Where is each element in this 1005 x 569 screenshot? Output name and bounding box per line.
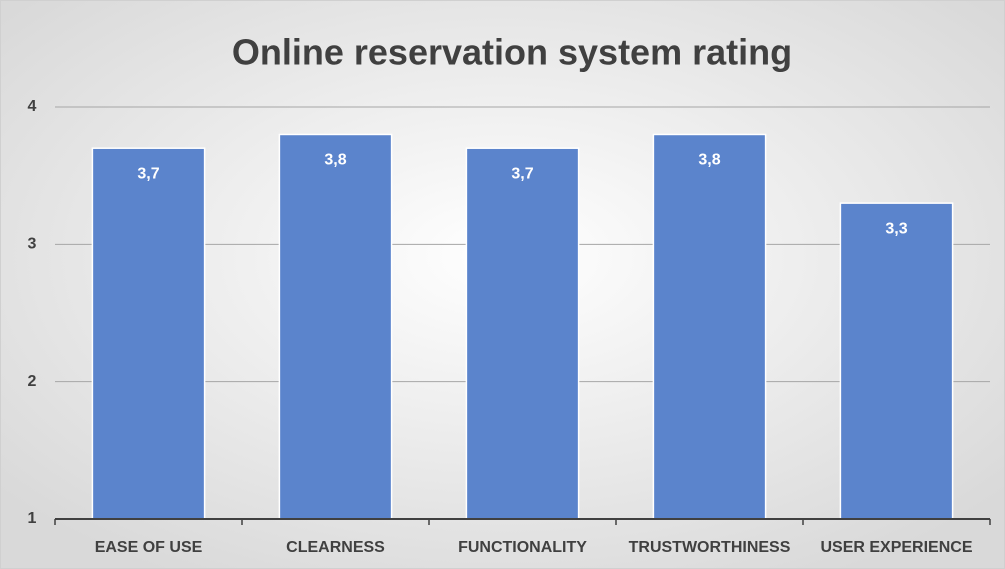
- y-tick-label: 1: [28, 510, 37, 527]
- y-tick-label: 3: [28, 236, 37, 253]
- data-label: 3,8: [698, 152, 720, 169]
- x-tick-label: TRUSTWORTHINESS: [629, 539, 791, 556]
- bar: [91, 147, 206, 520]
- bar: [652, 133, 767, 520]
- x-tick-label: USER EXPERIENCE: [820, 539, 972, 556]
- chart-title: Online reservation system rating: [232, 32, 792, 73]
- data-label: 3,8: [324, 152, 346, 169]
- bar: [465, 147, 580, 520]
- data-label: 3,7: [137, 165, 159, 182]
- x-tick-label: EASE OF USE: [95, 539, 203, 556]
- x-tick-label: FUNCTIONALITY: [458, 539, 587, 556]
- y-tick-label: 2: [28, 373, 37, 390]
- x-tick-label: CLEARNESS: [286, 539, 385, 556]
- bar: [278, 133, 393, 520]
- y-tick-label: 4: [28, 98, 37, 115]
- data-label: 3,3: [885, 220, 907, 237]
- data-label: 3,7: [511, 165, 533, 182]
- bar: [839, 202, 954, 520]
